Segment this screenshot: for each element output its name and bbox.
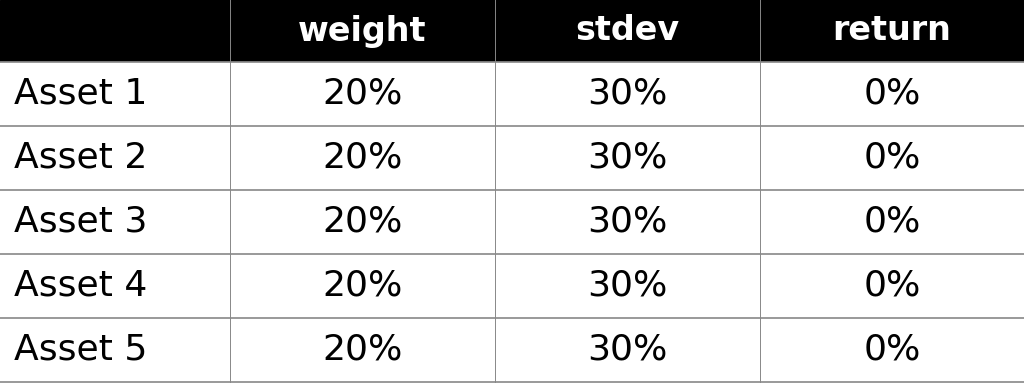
Bar [0,254,1024,318]
Text: 30%: 30% [588,141,668,175]
Text: stdev: stdev [575,15,680,47]
Text: 0%: 0% [863,205,921,239]
Text: 0%: 0% [863,333,921,367]
Text: 20%: 20% [323,205,402,239]
Text: Asset 2: Asset 2 [14,141,147,175]
Text: 20%: 20% [323,269,402,303]
Text: return: return [833,15,951,47]
Text: weight: weight [298,15,427,47]
Bar [0,126,1024,190]
Text: Asset 5: Asset 5 [14,333,147,367]
Bar [0,190,1024,254]
Text: 30%: 30% [588,269,668,303]
Text: 30%: 30% [588,205,668,239]
Text: 0%: 0% [863,77,921,111]
Text: 20%: 20% [323,141,402,175]
Text: Asset 1: Asset 1 [14,77,147,111]
Text: 30%: 30% [588,77,668,111]
Text: Asset 4: Asset 4 [14,269,147,303]
Text: 0%: 0% [863,141,921,175]
Bar [0,0,1024,62]
Text: 20%: 20% [323,333,402,367]
Text: 30%: 30% [588,333,668,367]
Text: 0%: 0% [863,269,921,303]
Bar [0,62,1024,126]
Text: Asset 3: Asset 3 [14,205,147,239]
Text: 20%: 20% [323,77,402,111]
Bar [0,318,1024,382]
